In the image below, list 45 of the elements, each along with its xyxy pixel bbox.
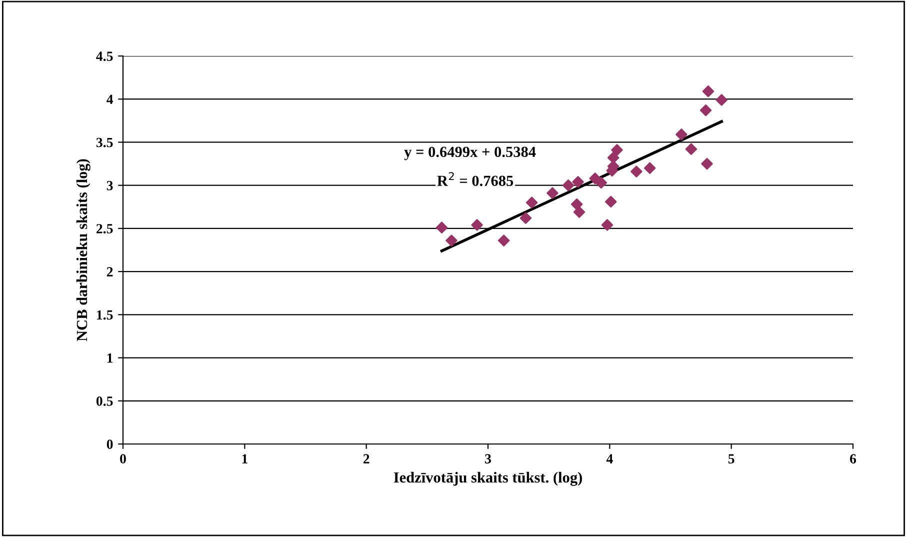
point	[685, 143, 698, 156]
point	[604, 196, 617, 208]
point	[716, 94, 728, 106]
y-tick-label: 0.5	[96, 396, 113, 406]
point	[700, 104, 712, 116]
point	[573, 206, 586, 218]
point	[546, 187, 558, 199]
point	[572, 176, 584, 188]
y-tick-label: 3.5	[96, 138, 113, 148]
point	[701, 158, 713, 170]
y-tick-label: 2.5	[96, 224, 113, 234]
y-tick-label: 2	[106, 267, 113, 276]
y-tick-label: 1	[107, 353, 113, 363]
point	[471, 219, 483, 231]
y-tick-label: 4.5	[96, 52, 113, 62]
point	[676, 128, 688, 140]
point	[589, 172, 601, 184]
x-tick-label: 0	[120, 454, 126, 464]
x-tick-label: 5	[728, 454, 734, 464]
annotation: R$^{2}$ = 0.7685	[437, 172, 514, 186]
x-tick-label: 4	[606, 454, 613, 464]
point	[630, 166, 642, 178]
y-tick-label: 4	[106, 94, 114, 104]
point	[601, 219, 614, 231]
point	[570, 198, 583, 210]
y-tick-label: 0	[106, 440, 113, 449]
point	[446, 234, 458, 246]
x-axis-title: Iedzīvotāju skaits tūkst. (log)	[394, 472, 582, 486]
point	[526, 196, 538, 208]
annotation: y = 0.6499x + 0.5384	[404, 146, 536, 160]
y-tick-label: 1.5	[97, 310, 113, 320]
point	[644, 162, 656, 174]
point	[562, 179, 574, 192]
point	[498, 234, 510, 246]
y-axis-title: NCB darbinieku skaits (log)	[76, 159, 90, 342]
x-tick-label: 1	[242, 454, 248, 464]
point	[595, 176, 608, 189]
x-tick-label: 6	[850, 454, 856, 464]
y-tick-label: 3	[106, 180, 113, 190]
point	[436, 222, 448, 234]
point	[611, 144, 623, 156]
x-tick-label: 2	[363, 454, 370, 464]
point	[702, 85, 714, 98]
x-tick-label: 3	[485, 454, 491, 464]
point	[520, 212, 532, 224]
